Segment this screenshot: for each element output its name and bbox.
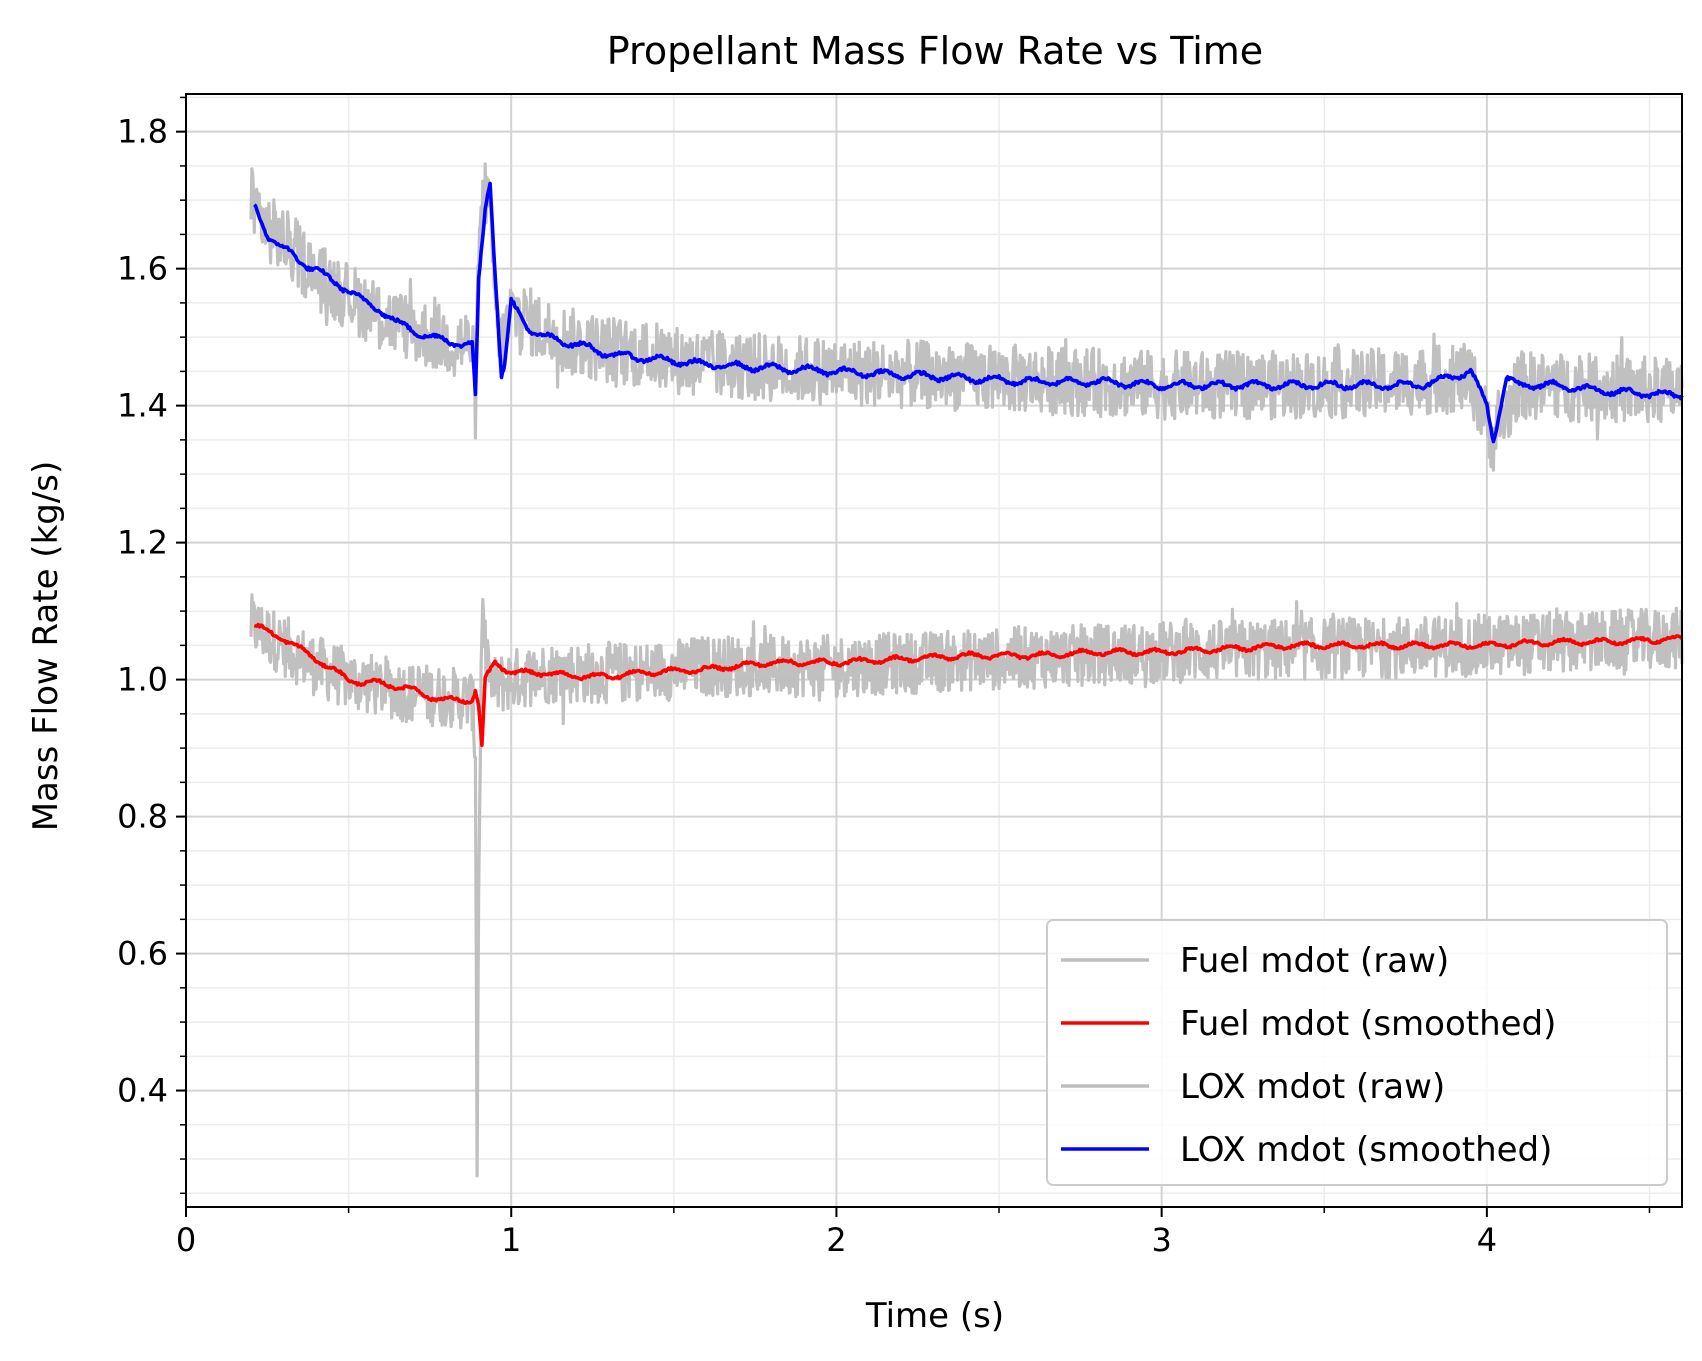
x-tick-label: 1 — [501, 1221, 521, 1259]
legend-label: Fuel mdot (smoothed) — [1180, 1004, 1556, 1044]
y-tick-label: 1.0 — [117, 661, 168, 699]
x-tick-label: 3 — [1151, 1221, 1171, 1259]
y-axis: 0.4 0.6 0.8 1.0 1.2 1.4 1.6 1.8 — [117, 96, 186, 1195]
series-line-1 — [253, 622, 1684, 748]
y-tick-label: 1.2 — [117, 524, 168, 562]
series-layer — [249, 162, 1684, 1178]
y-tick-label: 1.4 — [117, 387, 168, 425]
y-axis-label: Mass Flow Rate (kg/s) — [26, 461, 66, 832]
legend-box — [1046, 919, 1668, 1186]
x-axis: 0 1 2 3 4 — [176, 1207, 1651, 1259]
legend-label: LOX mdot (smoothed) — [1180, 1130, 1552, 1170]
legend: Fuel mdot (raw) Fuel mdot (smoothed) LOX m… — [1046, 919, 1668, 1186]
y-tick-label: 0.6 — [117, 935, 168, 973]
plot-frame — [185, 93, 1683, 1208]
y-tick-label: 1.8 — [117, 113, 168, 151]
chart-title: Propellant Mass Flow Rate vs Time — [607, 29, 1263, 73]
x-tick-label: 4 — [1477, 1221, 1497, 1259]
x-tick-label: 0 — [176, 1221, 196, 1259]
legend-label: LOX mdot (raw) — [1180, 1067, 1445, 1107]
x-axis-label: Time (s) — [865, 1296, 1004, 1336]
series-line-0 — [249, 593, 1684, 1178]
series-line-3 — [253, 181, 1684, 444]
y-tick-label: 0.4 — [117, 1072, 168, 1110]
y-tick-label: 1.6 — [117, 250, 168, 288]
x-tick-label: 2 — [826, 1221, 846, 1259]
legend-label: Fuel mdot (raw) — [1180, 941, 1449, 981]
y-tick-label: 0.8 — [117, 798, 168, 836]
